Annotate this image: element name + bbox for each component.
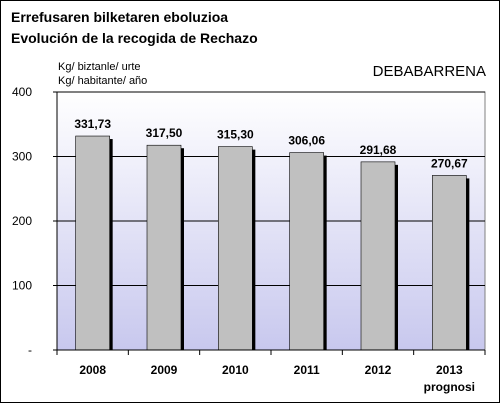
chart-title-spanish: Evolución de la recogida de Rechazo [11, 30, 258, 46]
x-tick-label-2012: 2012 [365, 363, 392, 377]
x-tick-label-2011: 2011 [294, 363, 320, 377]
data-label-2010: 315,30 [217, 128, 254, 142]
x-tick-label-2013: 2013 [436, 363, 463, 377]
bar-2012 [360, 161, 396, 351]
chart-title-basque: Errefusaren bilketaren eboluzioa [11, 9, 229, 25]
data-label-2012: 291,68 [360, 143, 397, 157]
bar-2010 [218, 146, 253, 351]
y-tick-label-0: - [28, 343, 32, 357]
bar-2008 [75, 135, 110, 351]
x-tick-label-2010: 2010 [222, 363, 249, 377]
unit-label-basque: Kg/ biztanle/ urte [58, 61, 141, 73]
bar-2009 [146, 144, 182, 351]
data-label-2011: 306,06 [288, 134, 325, 148]
bars: 331,73 317,50 315,30 306,06 291,68 270,67 [74, 117, 470, 351]
gridlines [57, 91, 485, 286]
y-tick-label-200: 200 [12, 214, 32, 228]
region-label: DEBABARRENA [372, 63, 486, 80]
unit-label-spanish: Kg/ habitante/ año [58, 75, 148, 87]
y-tick-label-100: 100 [12, 279, 32, 293]
y-axis: - 100 200 300 400 [12, 85, 58, 357]
x-sublabel-2013: prognosi [424, 380, 475, 394]
data-label-2009: 317,50 [146, 126, 183, 140]
bar-2013 [432, 175, 467, 351]
bar-2011 [289, 152, 324, 351]
y-tick-label-400: 400 [12, 85, 32, 99]
x-tick-label-2009: 2009 [151, 363, 178, 377]
x-tick-label-2008: 2008 [79, 363, 106, 377]
x-axis: 2008 2009 2010 2011 2012 2013 prognosi [56, 349, 486, 394]
data-label-2008: 331,73 [74, 117, 111, 131]
data-label-2013: 270,67 [431, 156, 468, 170]
y-tick-label-300: 300 [12, 150, 32, 164]
